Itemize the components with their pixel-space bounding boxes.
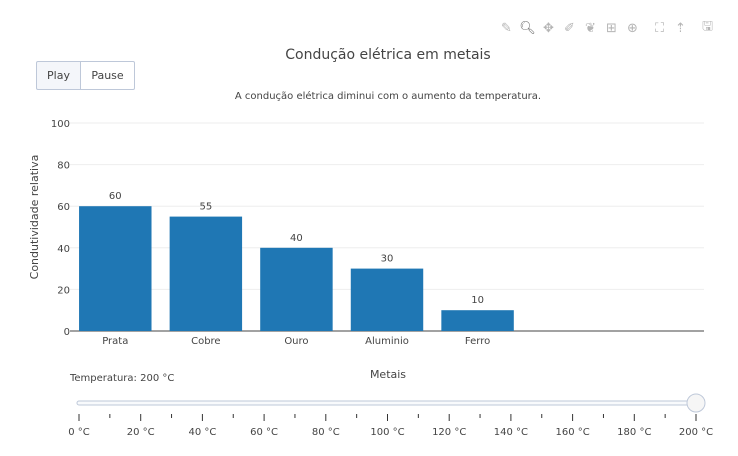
bar-layer xyxy=(79,206,514,331)
bar-data-label: 30 xyxy=(381,254,394,265)
bar[interactable] xyxy=(169,216,243,331)
chart-annotation: A condução elétrica diminui com o aument… xyxy=(235,90,541,102)
reset-axes-icon[interactable]: ⇡ xyxy=(675,20,686,36)
bar-data-label: 40 xyxy=(290,233,303,244)
bar-data-label: 55 xyxy=(199,202,212,213)
slider-tick-label: 200 °C xyxy=(679,427,713,438)
draw-open-path-icon[interactable]: ✐ xyxy=(564,20,575,36)
slider-tick-label: 120 °C xyxy=(432,427,466,438)
bar-data-label: 10 xyxy=(471,295,484,306)
y-axis-title: Condutividade relativa xyxy=(28,155,41,280)
y-tick-label: 100 xyxy=(51,119,70,130)
y-tick-label: 60 xyxy=(57,202,70,213)
x-tick-label: Ouro xyxy=(284,336,308,347)
slider-tick-label: 0 °C xyxy=(68,427,90,438)
slider-tick-label: 60 °C xyxy=(250,427,278,438)
x-axis-title: Metais xyxy=(370,368,406,381)
play-button[interactable]: Play xyxy=(36,61,81,90)
slider-tick-label: 160 °C xyxy=(555,427,589,438)
y-tick-label: 80 xyxy=(57,161,70,172)
x-tick-label: Cobre xyxy=(191,336,221,347)
chart-title: Condução elétrica em metais xyxy=(285,47,490,63)
pause-button[interactable]: Pause xyxy=(81,61,135,90)
bar[interactable] xyxy=(79,206,152,331)
zoom-icon[interactable]: 🔍︎ xyxy=(519,20,536,36)
modebar: ✎ 🔍︎ ✥ ✐ ❦ ⊞ ⊕ ⛶ ⇡ 🖫︎ xyxy=(496,18,718,38)
save-icon[interactable]: 🖫︎ xyxy=(701,19,714,34)
animation-controls: Play Pause xyxy=(36,61,135,90)
draw-rect-icon[interactable]: ⊞ xyxy=(606,20,617,36)
bar[interactable] xyxy=(441,310,514,331)
temperature-slider: 0 °C 20 °C 40 °C 60 °C 80 °C 100 °C 120 °C 140 … xyxy=(68,393,713,438)
pan-icon[interactable]: ✥ xyxy=(543,20,554,36)
draw-closed-path-icon[interactable]: ❦ xyxy=(585,20,596,36)
x-tick-label: Ferro xyxy=(465,336,490,347)
slider-handle[interactable] xyxy=(686,393,706,413)
draw-circle-icon[interactable]: ⊕ xyxy=(627,20,638,36)
y-tick-label: 40 xyxy=(57,244,70,255)
label-layer: 0 20 40 60 80 100 60 Prata 55 Cobre 40 Ouro 30 Alumin… xyxy=(51,119,490,347)
slider-current-label: Temperatura: 200 °C xyxy=(69,373,174,384)
x-tick-label: Prata xyxy=(102,336,128,347)
grid-layer xyxy=(70,122,704,332)
slider-tick-label: 40 °C xyxy=(188,427,216,438)
y-tick-label: 0 xyxy=(64,327,70,338)
y-tick-label: 20 xyxy=(57,285,70,296)
slider-tick-label: 20 °C xyxy=(127,427,155,438)
slider-tick-label: 100 °C xyxy=(370,427,404,438)
bar[interactable] xyxy=(350,268,424,331)
x-tick-label: Aluminio xyxy=(365,336,409,347)
bar-data-label: 60 xyxy=(109,191,122,202)
slider-tick-label: 80 °C xyxy=(312,427,340,438)
autoscale-icon[interactable]: ⛶ xyxy=(654,20,665,36)
slider-tick-label: 180 °C xyxy=(617,427,651,438)
pencil-icon[interactable]: ✎ xyxy=(501,20,512,36)
slider-tick-label: 140 °C xyxy=(494,427,528,438)
slider-rail[interactable] xyxy=(76,400,699,406)
bar[interactable] xyxy=(260,247,333,331)
